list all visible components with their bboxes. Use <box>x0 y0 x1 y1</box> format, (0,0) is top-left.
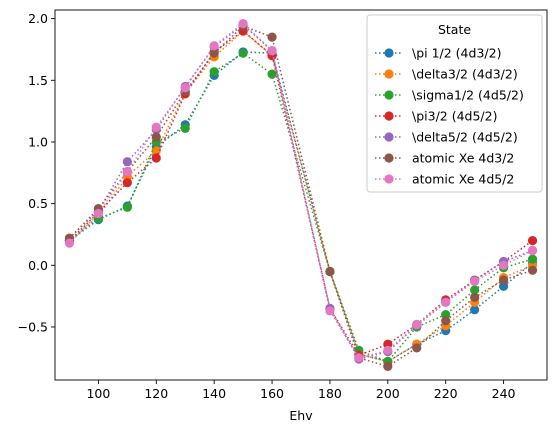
data-point-2-4 <box>180 123 190 133</box>
data-point-5-7 <box>267 32 277 42</box>
data-point-6-4 <box>180 83 190 93</box>
data-point-6-1 <box>93 208 104 219</box>
data-point-5-13 <box>470 292 480 302</box>
data-point-5-11 <box>412 343 422 353</box>
data-point-6-13 <box>470 276 480 286</box>
data-point-6-2 <box>122 166 132 177</box>
data-point-5-10 <box>383 361 393 372</box>
data-point-6-11 <box>412 319 422 330</box>
data-point-2-6 <box>238 48 248 58</box>
data-point-5-5 <box>209 48 219 58</box>
legend-marker-1 <box>384 69 394 79</box>
legend-marker-4 <box>384 132 394 142</box>
legend-item-4: \delta5/2 (4d5/2) <box>375 130 518 145</box>
legend-marker-3 <box>384 111 394 121</box>
plot-frame <box>54 9 548 381</box>
data-point-5-12 <box>441 316 451 326</box>
data-point-2-2 <box>122 202 132 212</box>
data-point-6-6 <box>238 18 248 29</box>
legend-marker-5 <box>384 153 394 163</box>
legend-item-0: \pi 1/2 (4d3/2) <box>375 46 501 61</box>
legend-item-2: \sigma1/2 (4d5/2) <box>375 88 524 103</box>
legend-item-3: \pi3/2 (4d5/2) <box>375 109 497 124</box>
data-point-6-8 <box>325 306 335 316</box>
x-tick-label-120: 120 <box>144 386 168 401</box>
series-layer <box>64 18 538 372</box>
data-point-6-0 <box>64 238 75 248</box>
legend-label-2: \sigma1/2 (4d5/2) <box>412 88 524 103</box>
data-point-2-5 <box>209 67 219 77</box>
y-tick-label-0: 0.0 <box>28 258 48 273</box>
y-tick-label-0.5: 0.5 <box>28 196 48 211</box>
data-point-6-10 <box>383 345 393 355</box>
data-point-5-8 <box>325 266 335 277</box>
data-point-0-13 <box>470 305 480 315</box>
y-axis: −0.5 0.0 0.5 1.0 1.5 2.0 <box>18 11 55 334</box>
data-point-6-15 <box>527 245 538 256</box>
data-point-6-7 <box>267 46 277 56</box>
y-tick-label-1: 1.0 <box>28 134 48 149</box>
x-tick-label-140: 140 <box>202 386 226 401</box>
x-axis: 100 120 140 160 180 200 220 240 <box>86 380 516 401</box>
data-point-5-14 <box>498 275 509 285</box>
legend-item-1: \delta3/2 (4d3/2) <box>375 67 518 82</box>
x-tick-label-220: 220 <box>434 386 458 401</box>
legend-label-1: \delta3/2 (4d3/2) <box>412 67 518 82</box>
legend-marker-0 <box>384 48 394 58</box>
data-point-2-7 <box>267 69 277 79</box>
legend-label-5: atomic Xe 4d3/2 <box>412 151 514 166</box>
data-point-5-15 <box>527 265 538 275</box>
legend-item-5: atomic Xe 4d3/2 <box>375 151 514 166</box>
legend-label-4: \delta5/2 (4d5/2) <box>412 130 518 145</box>
series-line-5 <box>68 25 533 368</box>
data-point-6-5 <box>209 41 219 51</box>
data-point-5-3 <box>151 132 161 142</box>
legend-label-6: atomic Xe 4d5/2 <box>412 172 514 187</box>
legend-box <box>366 14 543 193</box>
x-tick-label-240: 240 <box>492 386 516 401</box>
series-6 <box>64 18 538 363</box>
data-point-2-15 <box>527 254 538 264</box>
legend-label-0: \pi 1/2 (4d3/2) <box>412 46 501 61</box>
data-point-6-3 <box>151 122 161 132</box>
data-point-4-2 <box>122 157 132 167</box>
legend-label-3: \pi3/2 (4d5/2) <box>412 109 497 124</box>
data-point-3-3 <box>151 153 161 163</box>
data-point-6-12 <box>441 297 451 307</box>
x-tick-label-160: 160 <box>260 386 284 401</box>
x-tick-label-180: 180 <box>318 386 342 401</box>
series-line-0 <box>69 51 534 363</box>
series-line-1 <box>68 29 533 363</box>
series-line-3 <box>68 30 533 357</box>
y-tick-label-1.5: 1.5 <box>28 73 48 88</box>
data-point-6-14 <box>498 260 509 270</box>
legend-marker-2 <box>384 90 394 100</box>
series-line-2 <box>69 52 533 363</box>
y-tick-label-2: 2.0 <box>28 11 48 26</box>
data-point-3-15 <box>527 236 538 246</box>
legend: State \pi 1/2 (4d3/2) \delta3/2 (4d3/2) \s… <box>366 14 543 193</box>
x-tick-label-200: 200 <box>376 386 400 401</box>
legend-item-6: atomic Xe 4d5/2 <box>375 172 514 187</box>
legend-items: \pi 1/2 (4d3/2) \delta3/2 (4d3/2) \sigma1/… <box>375 46 524 187</box>
x-tick-label-100: 100 <box>86 386 110 401</box>
data-point-6-9 <box>354 353 364 363</box>
legend-title: State <box>438 22 471 37</box>
data-point-2-13 <box>470 285 480 295</box>
legend-marker-6 <box>384 174 394 184</box>
y-tick-label--0.5: −0.5 <box>18 319 48 334</box>
data-point-3-2 <box>122 178 132 188</box>
x-axis-label: Ehv <box>289 408 313 423</box>
